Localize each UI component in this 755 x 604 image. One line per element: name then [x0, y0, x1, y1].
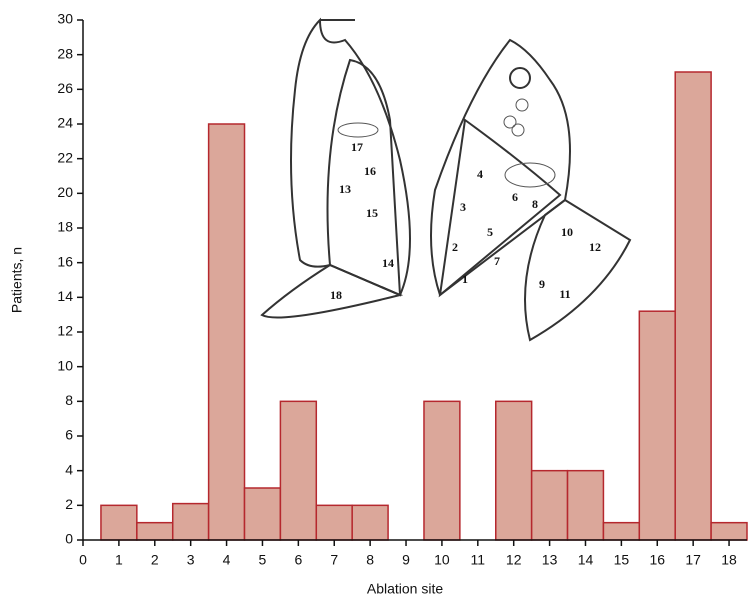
bar — [245, 488, 281, 540]
bar — [603, 523, 639, 540]
illustration-outline — [525, 200, 630, 340]
illustration-vessel — [512, 124, 524, 136]
illustration-label: 9 — [539, 277, 545, 291]
illustration-label: 6 — [512, 190, 518, 204]
x-tick-label: 17 — [685, 552, 701, 568]
x-tick-label: 3 — [187, 552, 195, 568]
bar — [173, 504, 209, 540]
bar — [639, 311, 675, 540]
illustration-vessel — [510, 68, 530, 88]
chart: 0246810121416182022242628300123456789101… — [0, 0, 755, 604]
x-tick-label: 12 — [506, 552, 522, 568]
y-tick-label: 8 — [65, 392, 73, 408]
x-tick-label: 13 — [542, 552, 558, 568]
illustration-label: 15 — [366, 206, 378, 220]
illustration-outline — [440, 120, 560, 295]
bar — [496, 401, 532, 540]
x-tick-label: 0 — [79, 552, 87, 568]
bar — [352, 505, 388, 540]
bar — [532, 471, 568, 540]
bar — [209, 124, 245, 540]
x-tick-label: 10 — [434, 552, 450, 568]
illustration-label: 1 — [462, 272, 468, 286]
illustration-label: 8 — [532, 197, 538, 211]
bar — [280, 401, 316, 540]
y-tick-label: 24 — [57, 115, 73, 131]
y-axis-title: Patients, n — [9, 247, 25, 313]
y-tick-label: 20 — [57, 184, 73, 200]
illustration-label: 18 — [330, 288, 342, 302]
x-tick-label: 16 — [649, 552, 665, 568]
x-tick-label: 2 — [151, 552, 159, 568]
y-tick-label: 12 — [57, 323, 73, 339]
illustration-label: 17 — [351, 140, 363, 154]
illustration-valve — [338, 123, 378, 137]
illustration-label: 5 — [487, 225, 493, 239]
y-tick-label: 22 — [57, 149, 73, 165]
y-tick-label: 6 — [65, 427, 73, 443]
x-tick-label: 15 — [614, 552, 630, 568]
bar — [137, 523, 173, 540]
illustration-label: 10 — [561, 225, 573, 239]
y-tick-label: 28 — [57, 45, 73, 61]
y-tick-label: 26 — [57, 80, 73, 96]
illustration-label: 14 — [382, 256, 394, 270]
y-tick-label: 0 — [65, 531, 73, 547]
illustration-label: 7 — [494, 254, 500, 268]
x-tick-label: 11 — [471, 552, 486, 568]
illustration-label: 12 — [589, 240, 601, 254]
x-tick-label: 9 — [402, 552, 410, 568]
illustration-label: 11 — [559, 287, 570, 301]
y-tick-label: 2 — [65, 496, 73, 512]
bar — [101, 505, 137, 540]
x-tick-label: 4 — [223, 552, 231, 568]
illustration-valve — [505, 163, 555, 187]
bar — [316, 505, 352, 540]
x-tick-label: 8 — [366, 552, 374, 568]
illustration-vessel — [504, 116, 516, 128]
illustration-label: 16 — [364, 164, 376, 178]
y-tick-label: 18 — [57, 219, 73, 235]
bar — [568, 471, 604, 540]
x-axis-title: Ablation site — [367, 581, 443, 597]
x-tick-label: 1 — [115, 552, 123, 568]
illustration-label: 3 — [460, 200, 466, 214]
y-tick-label: 4 — [65, 461, 73, 477]
illustration-label: 4 — [477, 167, 483, 181]
bar — [711, 523, 747, 540]
x-tick-label: 7 — [330, 552, 338, 568]
illustration-label: 13 — [339, 182, 351, 196]
bar — [675, 72, 711, 540]
y-tick-label: 14 — [57, 288, 73, 304]
bar — [424, 401, 460, 540]
x-tick-label: 18 — [721, 552, 737, 568]
illustration-vessel — [516, 99, 528, 111]
illustration-label: 2 — [452, 240, 458, 254]
y-tick-label: 30 — [57, 11, 73, 27]
x-tick-label: 6 — [294, 552, 302, 568]
x-tick-label: 14 — [578, 552, 594, 568]
x-tick-label: 5 — [259, 552, 267, 568]
y-tick-label: 16 — [57, 253, 73, 269]
y-tick-label: 10 — [57, 357, 73, 373]
